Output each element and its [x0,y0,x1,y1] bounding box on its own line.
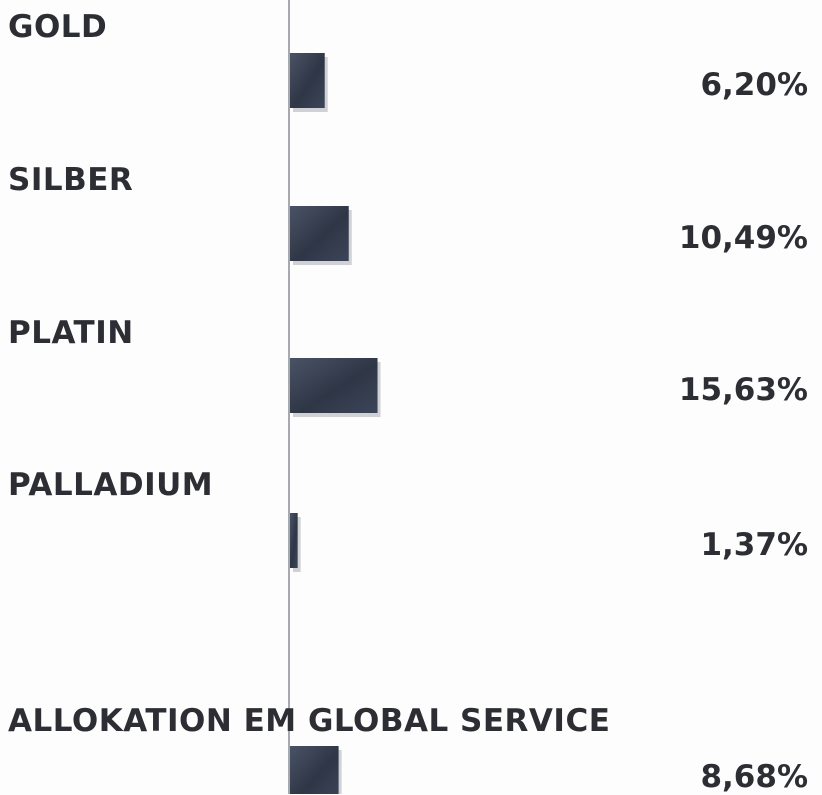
value-label-allokation-em-global-service: 8,68% [700,759,808,795]
category-label-palladium: PALLADIUM [8,467,214,503]
category-label-platin: PLATIN [8,315,134,351]
value-label-silber: 10,49% [678,220,808,256]
category-label-silber: SILBER [8,162,134,198]
bar-gold [290,53,325,108]
bar-platin [290,358,378,413]
value-label-gold: 6,20% [700,67,808,103]
bar-palladium [290,513,298,568]
bar-allokation-em-global-service [290,746,339,794]
bar-silber [290,206,349,261]
category-label-allokation-em-global-service: ALLOKATION EM GLOBAL SERVICE [8,703,611,739]
category-label-gold: GOLD [8,9,108,45]
value-label-platin: 15,63% [678,372,808,408]
value-label-palladium: 1,37% [700,527,808,563]
